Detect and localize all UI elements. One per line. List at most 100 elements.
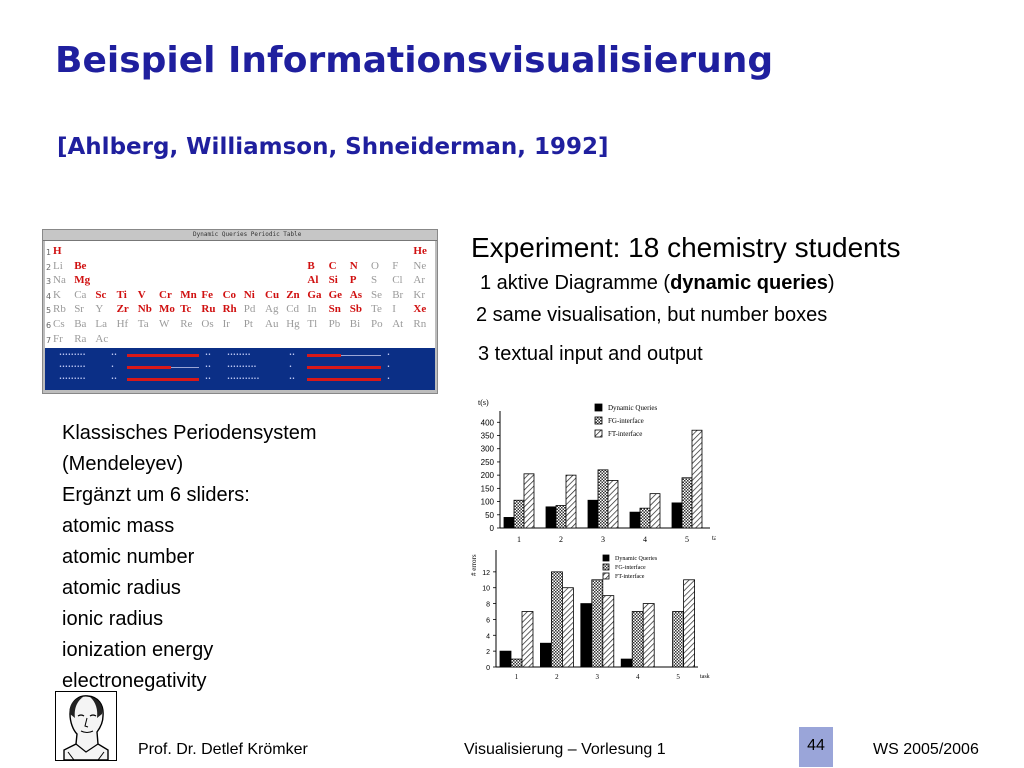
element-w[interactable]: W [159, 318, 170, 330]
element-bi[interactable]: Bi [349, 318, 361, 330]
element-la[interactable]: La [95, 318, 107, 330]
element-ag[interactable]: Ag [265, 303, 279, 316]
element-co[interactable]: Co [222, 288, 237, 301]
element-ra[interactable]: Ra [74, 332, 87, 345]
element-al[interactable]: Al [307, 274, 319, 287]
element-ga[interactable]: Ga [307, 288, 322, 301]
element-zr[interactable]: Zr [116, 303, 129, 316]
element-re[interactable]: Re [180, 318, 193, 330]
element-c[interactable]: C [328, 259, 337, 272]
element-i[interactable]: I [392, 303, 396, 316]
bar-ft-interface [565, 474, 577, 529]
bar-dynamic-queries [671, 502, 683, 529]
element-pd[interactable]: Pd [243, 303, 256, 316]
element-ta[interactable]: Ta [137, 318, 149, 330]
element-ir[interactable]: Ir [222, 318, 230, 330]
row-number: 1 [46, 248, 52, 257]
element-ni[interactable]: Ni [243, 288, 255, 301]
element-he[interactable]: He [413, 245, 427, 257]
element-fr[interactable]: Fr [53, 332, 63, 345]
row-number: 3 [46, 277, 52, 287]
element-in[interactable]: In [307, 303, 317, 316]
bar-ft-interface [642, 603, 655, 668]
element-os[interactable]: Os [201, 318, 214, 330]
element-as[interactable]: As [349, 288, 363, 301]
element-at[interactable]: At [392, 318, 404, 330]
element-rn[interactable]: Rn [413, 318, 427, 330]
element-au[interactable]: Au [265, 318, 279, 330]
element-f[interactable]: F [392, 259, 399, 272]
element-k[interactable]: K [53, 288, 61, 301]
element-br[interactable]: Br [392, 288, 404, 301]
element-o[interactable]: O [371, 259, 379, 272]
element-pb[interactable]: Pb [328, 318, 341, 330]
element-ne[interactable]: Ne [413, 259, 427, 272]
element-ac[interactable]: Ac [95, 332, 109, 345]
element-cr[interactable]: Cr [159, 288, 172, 301]
bar-fg-interface [510, 658, 523, 668]
element-zn[interactable]: Zn [286, 288, 300, 301]
element-xe[interactable]: Xe [413, 303, 427, 316]
bar-fg-interface [639, 507, 651, 529]
y-tick-label: 12 [482, 570, 490, 577]
element-tl[interactable]: Tl [307, 318, 318, 330]
element-h[interactable]: H [53, 245, 62, 257]
element-hg[interactable]: Hg [286, 318, 300, 330]
y-tick-label: 150 [481, 484, 495, 493]
element-tc[interactable]: Tc [180, 303, 192, 316]
element-cd[interactable]: Cd [286, 303, 300, 316]
element-rb[interactable]: Rb [53, 303, 66, 316]
category-label: 5 [685, 535, 689, 544]
bar-fg-interface [591, 579, 604, 668]
legend-swatch [594, 403, 603, 412]
element-mn[interactable]: Mn [180, 288, 197, 301]
element-na[interactable]: Na [53, 274, 66, 287]
element-y[interactable]: Y [95, 303, 104, 316]
element-kr[interactable]: Kr [413, 288, 425, 301]
bar-ft-interface [562, 587, 574, 668]
bar-fg-interface [597, 469, 609, 529]
element-p[interactable]: P [349, 274, 357, 287]
element-sb[interactable]: Sb [349, 303, 363, 316]
element-mg[interactable]: Mg [74, 274, 91, 287]
element-sn[interactable]: Sn [328, 303, 341, 316]
element-b[interactable]: B [307, 259, 315, 272]
experiment-item-2: 2 same visualisation, but number boxes [476, 304, 828, 326]
element-v[interactable]: V [137, 288, 146, 301]
text-line: ionic radius [62, 608, 164, 630]
legend-swatch [602, 563, 610, 571]
text-line: atomic mass [62, 515, 175, 537]
element-nb[interactable]: Nb [137, 303, 152, 316]
element-ca[interactable]: Ca [74, 288, 87, 301]
element-cl[interactable]: Cl [392, 274, 403, 287]
element-pt[interactable]: Pt [243, 318, 253, 330]
element-rh[interactable]: Rh [222, 303, 237, 316]
element-ar[interactable]: Ar [413, 274, 425, 287]
element-po[interactable]: Po [371, 318, 383, 330]
element-ru[interactable]: Ru [201, 303, 216, 316]
slider-bar [127, 354, 199, 357]
element-sr[interactable]: Sr [74, 303, 84, 316]
element-te[interactable]: Te [371, 303, 382, 316]
legend-label: FG-interface [608, 417, 644, 425]
element-n[interactable]: N [349, 259, 358, 272]
slider-bar [307, 354, 341, 357]
element-sc[interactable]: Sc [95, 288, 107, 301]
element-hf[interactable]: Hf [116, 318, 129, 330]
element-fe[interactable]: Fe [201, 288, 213, 301]
element-li[interactable]: Li [53, 259, 63, 272]
window-titlebar: Dynamic Queries Periodic Table [43, 230, 437, 241]
element-si[interactable]: Si [328, 274, 338, 287]
element-cu[interactable]: Cu [265, 288, 280, 301]
element-mo[interactable]: Mo [159, 303, 175, 316]
element-cs[interactable]: Cs [53, 318, 65, 330]
category-label: 3 [601, 535, 605, 544]
element-be[interactable]: Be [74, 259, 87, 272]
y-axis-label: # errors [470, 554, 478, 576]
element-s[interactable]: S [371, 274, 378, 287]
element-ba[interactable]: Ba [74, 318, 87, 330]
bar-fg-interface [631, 611, 644, 668]
element-ge[interactable]: Ge [328, 288, 343, 301]
element-ti[interactable]: Ti [116, 288, 127, 301]
element-se[interactable]: Se [371, 288, 382, 301]
